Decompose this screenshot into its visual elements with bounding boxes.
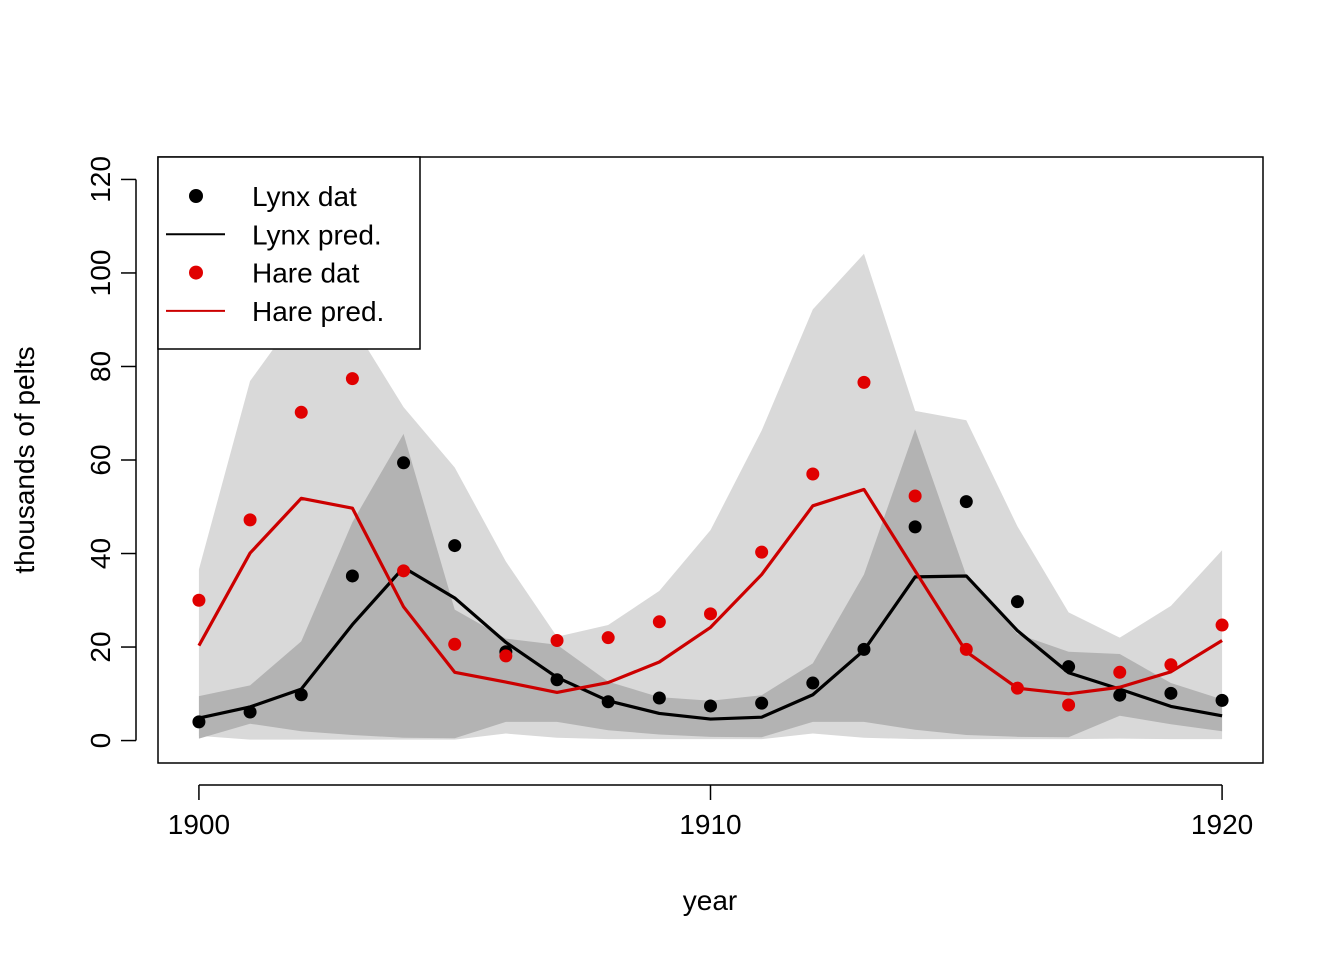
lynx-dat-point: [806, 676, 820, 690]
hare-dat-point: [1010, 681, 1024, 695]
lynx-dat-point: [652, 691, 666, 705]
legend: Lynx dat Lynx pred. Hare dat Hare pred.: [157, 156, 421, 350]
hare-dat-point: [652, 615, 666, 629]
lynx-dat-point: [959, 495, 973, 509]
hare-dat-point: [601, 631, 615, 645]
hare-dat-point: [1164, 658, 1178, 672]
x-tick-label: 1900: [168, 809, 230, 840]
hare-dat-point: [243, 513, 257, 527]
x-tick-label: 1920: [1191, 809, 1253, 840]
lynx-dat-point: [1164, 686, 1178, 700]
y-tick-label: 0: [85, 733, 116, 749]
lynx-dat-point: [550, 673, 564, 687]
hare-dat-point: [806, 467, 820, 481]
confidence-bands: [198, 253, 1223, 740]
y-tick-label: 60: [85, 444, 116, 475]
legend-lynx-pred-label: Lynx pred.: [252, 219, 382, 250]
hare-dat-point: [1215, 618, 1229, 632]
legend-hare-dat-marker: [189, 265, 203, 280]
y-axis: 0 20 40 60 80 100 120: [85, 156, 137, 749]
legend-box: [157, 156, 421, 350]
lynx-dat-point: [1113, 688, 1127, 702]
hare-pred-line: [197, 487, 1223, 696]
hare-dat-point: [192, 593, 206, 607]
hare-dat-point: [755, 545, 769, 559]
lynx-dat-point: [704, 699, 717, 713]
hare-dat-point: [908, 489, 922, 503]
plot-frame: [157, 156, 1264, 764]
lynx-dat-point: [857, 642, 871, 656]
data-points: [192, 372, 1229, 729]
hare-dat-point: [550, 633, 564, 647]
hare-dat-point: [704, 607, 717, 621]
hare-dat-point: [294, 405, 308, 419]
hare-dat-point: [1113, 665, 1127, 679]
hare-dat-point: [959, 642, 973, 656]
y-tick-label: 80: [85, 351, 116, 382]
x-axis-label: year: [683, 885, 737, 916]
lynx-dat-point: [294, 688, 308, 702]
lynx-dat-point: [1010, 595, 1024, 609]
hare-dat-point: [857, 375, 871, 389]
y-tick-label: 20: [85, 631, 116, 662]
y-tick-label: 40: [85, 538, 116, 569]
x-axis: 1900 1910 1920: [168, 784, 1253, 840]
lynx-dat-point: [1062, 660, 1076, 674]
legend-hare-pred-label: Hare pred.: [252, 296, 384, 327]
lynx-pred-line: [198, 565, 1223, 721]
y-tick-label: 100: [85, 250, 116, 297]
lynx-dat-point: [755, 696, 769, 710]
lynx-dat-point: [908, 520, 922, 534]
lynx-pred-confidence-band: [198, 429, 1223, 739]
hare-dat-point: [499, 649, 513, 663]
lynx-dat-point: [448, 539, 462, 553]
lynx-dat-point: [1215, 693, 1229, 707]
legend-lynx-dat-label: Lynx dat: [252, 181, 357, 212]
hare-dat-point: [448, 637, 462, 651]
lynx-dat-point: [345, 569, 359, 583]
y-axis-label: thousands of pelts: [9, 346, 40, 573]
legend-lynx-dat-marker: [189, 189, 203, 203]
x-tick-label: 1910: [679, 809, 741, 840]
lynx-dat-point: [397, 456, 411, 470]
hare-dat-point: [345, 372, 359, 386]
y-tick-label: 120: [85, 156, 116, 203]
lynx-dat-point: [243, 705, 257, 719]
hare-dat-point: [397, 564, 411, 578]
prediction-lines: [197, 487, 1223, 721]
legend-hare-dat-label: Hare dat: [252, 258, 360, 289]
hare-dat-point: [1062, 698, 1076, 712]
lynx-dat-point: [601, 695, 615, 709]
lynx-dat-point: [192, 715, 206, 729]
